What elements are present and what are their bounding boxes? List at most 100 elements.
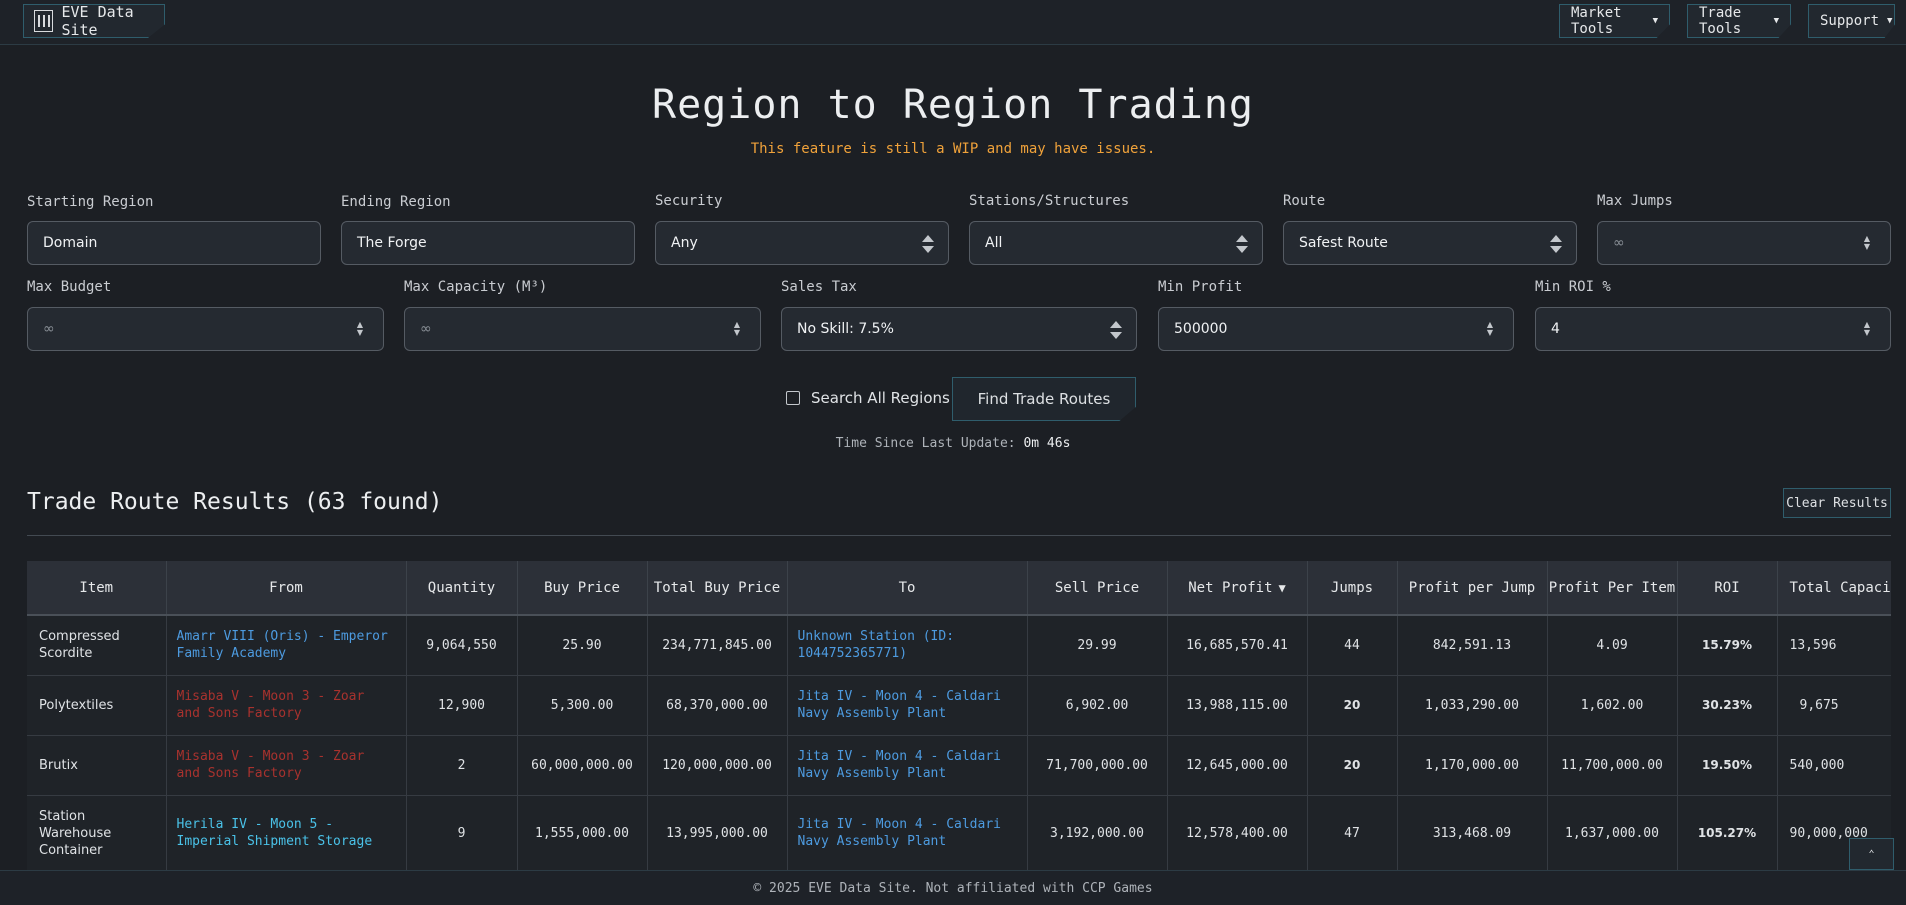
col-sell-price[interactable]: Sell Price	[1027, 561, 1168, 616]
results-title: Trade Route Results (63 found)	[27, 489, 443, 515]
max-jumps-placeholder: ∞	[1613, 235, 1625, 251]
route-label: Route	[1283, 193, 1326, 209]
col-quantity[interactable]: Quantity	[406, 561, 518, 616]
cell-total-buy-price: 234,771,845.00	[647, 615, 788, 676]
cell-total-buy-price: 13,995,000.00	[647, 795, 788, 870]
select-arrows-icon	[1110, 321, 1122, 339]
cell-to-link[interactable]: Unknown Station (ID: 1044752365771)	[787, 615, 1028, 676]
sales-tax-label: Sales Tax	[781, 279, 857, 295]
search-all-regions-label[interactable]: Search All Regions	[811, 389, 950, 407]
route-value: Safest Route	[1299, 235, 1388, 251]
trade-tools-menu[interactable]: Trade Tools ▼	[1687, 4, 1791, 38]
cell-from-link[interactable]: Misaba V - Moon 3 - Zoar and Sons Factor…	[166, 675, 407, 736]
cell-item: Station Warehouse Container	[27, 795, 167, 870]
col-item[interactable]: Item	[27, 561, 167, 616]
col-net-profit-label: Net Profit	[1188, 579, 1273, 596]
cell-profit-per-jump: 313,468.09	[1397, 795, 1548, 870]
max-jumps-input[interactable]: ∞ ▲ ▼	[1597, 221, 1891, 265]
spinner-arrows-icon: ▲ ▼	[733, 320, 740, 337]
route-select[interactable]: Safest Route	[1283, 221, 1577, 265]
market-tools-menu[interactable]: Market Tools ▼	[1559, 4, 1670, 38]
brand-link[interactable]: EVE Data Site	[23, 4, 165, 38]
col-profit-per-item[interactable]: Profit Per Item	[1547, 561, 1678, 616]
footer: © 2025 EVE Data Site. Not affiliated wit…	[0, 870, 1906, 905]
stations-select[interactable]: All	[969, 221, 1263, 265]
cell-quantity: 9	[406, 795, 518, 870]
sort-desc-icon: ▼	[1278, 580, 1286, 595]
cell-sell-price: 3,192,000.00	[1027, 795, 1168, 870]
cell-capacity: 90,000,000	[1777, 795, 1891, 870]
max-jumps-label: Max Jumps	[1597, 193, 1673, 209]
cell-net-profit: 16,685,570.41	[1167, 615, 1308, 676]
cell-total-buy-price: 68,370,000.00	[647, 675, 788, 736]
last-update-status: Time Since Last Update: 0m 46s	[0, 436, 1906, 451]
security-label: Security	[655, 193, 723, 209]
cell-from-link[interactable]: Amarr VIII (Oris) - Emperor Family Acade…	[166, 615, 407, 676]
starting-region-input[interactable]: Domain	[27, 221, 321, 265]
col-roi[interactable]: ROI	[1677, 561, 1778, 616]
scroll-to-top-button[interactable]: ⌃	[1849, 838, 1894, 870]
brand-label: EVE Data Site	[61, 3, 134, 39]
find-trade-routes-button[interactable]: Find Trade Routes	[952, 377, 1136, 421]
cell-quantity: 2	[406, 735, 518, 796]
cell-profit-per-item: 1,637,000.00	[1547, 795, 1678, 870]
col-profit-per-jump[interactable]: Profit per Jump	[1397, 561, 1548, 616]
max-capacity-placeholder: ∞	[420, 321, 432, 337]
col-total-capacity[interactable]: Total Capacity (M³)	[1777, 561, 1891, 616]
cell-to-link[interactable]: Jita IV - Moon 4 - Caldari Navy Assembly…	[787, 795, 1028, 870]
clear-results-button[interactable]: Clear Results	[1783, 488, 1891, 518]
last-update-value: 0m 46s	[1023, 436, 1071, 451]
min-roi-input[interactable]: 4 ▲ ▼	[1535, 307, 1891, 351]
cell-to-link[interactable]: Jita IV - Moon 4 - Caldari Navy Assembly…	[787, 675, 1028, 736]
bars-logo-icon	[34, 10, 54, 32]
table-row: Polytextiles Misaba V - Moon 3 - Zoar an…	[27, 675, 1891, 736]
cell-capacity: 9,675	[1777, 675, 1891, 736]
security-select[interactable]: Any	[655, 221, 949, 265]
footer-text: © 2025 EVE Data Site. Not affiliated wit…	[753, 880, 1153, 896]
max-capacity-label: Max Capacity (M³)	[404, 279, 548, 295]
starting-region-label: Starting Region	[27, 194, 154, 210]
cell-item: Compressed Scordite	[27, 615, 167, 676]
select-arrows-icon	[1236, 235, 1248, 253]
col-total-buy-price[interactable]: Total Buy Price	[647, 561, 788, 616]
min-profit-input[interactable]: 500000 ▲ ▼	[1158, 307, 1514, 351]
cell-item: Polytextiles	[27, 675, 167, 736]
last-update-label: Time Since Last Update:	[835, 436, 1016, 451]
cell-roi: 105.27%	[1677, 795, 1778, 870]
stations-label: Stations/Structures	[969, 193, 1130, 209]
table-row: Brutix Misaba V - Moon 3 - Zoar and Sons…	[27, 735, 1891, 796]
table-row: Compressed Scordite Amarr VIII (Oris) - …	[27, 615, 1891, 676]
cell-net-profit: 13,988,115.00	[1167, 675, 1308, 736]
col-net-profit[interactable]: Net Profit ▼	[1167, 561, 1308, 616]
col-buy-price[interactable]: Buy Price	[517, 561, 648, 616]
cell-from-link[interactable]: Herila IV - Moon 5 - Imperial Shipment S…	[166, 795, 407, 870]
col-from[interactable]: From	[166, 561, 407, 616]
search-all-regions-checkbox[interactable]	[786, 391, 800, 405]
max-budget-input[interactable]: ∞ ▲ ▼	[27, 307, 384, 351]
col-to[interactable]: To	[787, 561, 1028, 616]
starting-region-value: Domain	[43, 235, 98, 251]
spinner-arrows-icon: ▲ ▼	[1863, 320, 1870, 337]
support-menu[interactable]: Support ▼	[1808, 4, 1895, 38]
sales-tax-value: No Skill: 7.5%	[797, 321, 894, 337]
cell-buy-price: 60,000,000.00	[517, 735, 648, 796]
cell-roi: 19.50%	[1677, 735, 1778, 796]
divider	[27, 535, 1891, 536]
caret-down-icon: ▼	[1773, 16, 1779, 26]
cell-to-link[interactable]: Jita IV - Moon 4 - Caldari Navy Assembly…	[787, 735, 1028, 796]
cell-from-link[interactable]: Misaba V - Moon 3 - Zoar and Sons Factor…	[166, 735, 407, 796]
ending-region-input[interactable]: The Forge	[341, 221, 635, 265]
results-table-container[interactable]: Item From Quantity Buy Price Total Buy P…	[27, 561, 1891, 870]
stations-value: All	[985, 235, 1003, 251]
col-jumps[interactable]: Jumps	[1307, 561, 1398, 616]
max-capacity-input[interactable]: ∞ ▲ ▼	[404, 307, 761, 351]
cell-capacity: 540,000	[1777, 735, 1891, 796]
sales-tax-select[interactable]: No Skill: 7.5%	[781, 307, 1137, 351]
results-table: Item From Quantity Buy Price Total Buy P…	[27, 561, 1891, 870]
cell-net-profit: 12,578,400.00	[1167, 795, 1308, 870]
ending-region-label: Ending Region	[341, 194, 451, 210]
cell-profit-per-item: 4.09	[1547, 615, 1678, 676]
min-profit-label: Min Profit	[1158, 279, 1243, 295]
cell-item: Brutix	[27, 735, 167, 796]
cell-sell-price: 29.99	[1027, 615, 1168, 676]
